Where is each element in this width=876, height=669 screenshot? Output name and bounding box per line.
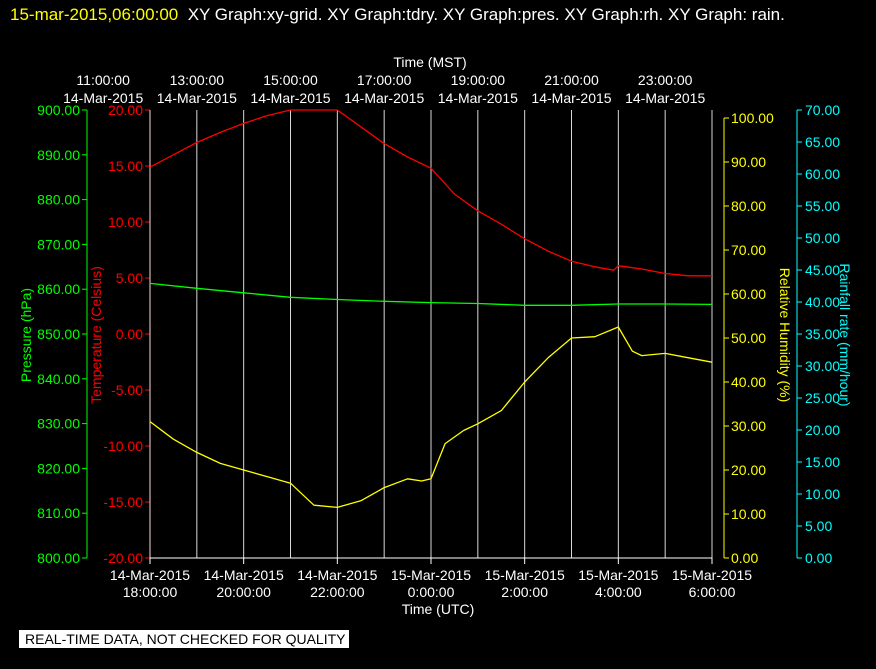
temperature-tick-label: 15.00	[108, 158, 143, 174]
pressure-tick-label: 890.00	[37, 147, 80, 163]
rain-tick-label: 70.00	[805, 102, 840, 118]
temperature-tick-label: 10.00	[108, 214, 143, 230]
humidity-tick-label: 50.00	[731, 330, 766, 346]
rain-tick-label: 20.00	[805, 422, 840, 438]
utc-tick-date: 14-Mar-2015	[204, 567, 284, 583]
humidity-tick-label: 20.00	[731, 462, 766, 478]
humidity-tick-label: 90.00	[731, 154, 766, 170]
utc-tick-time: 18:00:00	[123, 584, 178, 600]
humidity-tick-label: 60.00	[731, 286, 766, 302]
temperature-tick-label: -5.00	[111, 382, 143, 398]
temperature-tick-label: -20.00	[103, 550, 143, 566]
mst-tick-time: 11:00:00	[76, 72, 130, 88]
mst-tick-time: 23:00:00	[638, 72, 693, 88]
temperature-tick-label: 5.00	[116, 270, 143, 286]
mst-tick-date: 14-Mar-2015	[250, 90, 330, 106]
utc-tick-date: 15-Mar-2015	[578, 567, 658, 583]
pressure-tick-label: 820.00	[37, 460, 80, 476]
utc-tick-time: 4:00:00	[595, 584, 642, 600]
temperature-tick-label: -15.00	[103, 494, 143, 510]
mst-tick-time: 19:00:00	[451, 72, 506, 88]
humidity-tick-label: 80.00	[731, 198, 766, 214]
rain-tick-label: 30.00	[805, 358, 840, 374]
pressure-tick-label: 830.00	[37, 416, 80, 432]
utc-tick-time: 6:00:00	[689, 584, 736, 600]
utc-tick-date: 15-Mar-2015	[391, 567, 471, 583]
humidity-axis-label: Relative Humidity (%)	[777, 268, 793, 403]
pressure-axis-label: Pressure (hPa)	[18, 288, 34, 382]
temperature-tick-label: 0.00	[116, 326, 143, 342]
rain-tick-label: 35.00	[805, 326, 840, 342]
header-titles: XY Graph:xy-grid. XY Graph:tdry. XY Grap…	[187, 5, 785, 24]
pressure-tick-label: 880.00	[37, 192, 80, 208]
rain-tick-label: 55.00	[805, 198, 840, 214]
rainfall-axis-label: Rainfall rate (mm/hour)	[837, 263, 853, 406]
mst-tick-time: 17:00:00	[357, 72, 412, 88]
pressure-series-line	[149, 282, 713, 306]
mst-tick-date: 14-Mar-2015	[531, 90, 611, 106]
pressure-tick-label: 850.00	[37, 326, 80, 342]
pressure-tick-label: 800.00	[37, 550, 80, 566]
rain-tick-label: 45.00	[805, 262, 840, 278]
rain-tick-label: 15.00	[805, 454, 840, 470]
utc-tick-date: 15-Mar-2015	[672, 567, 752, 583]
rain-tick-label: 50.00	[805, 230, 840, 246]
graph-header: 15-mar-2015,06:00:00 XY Graph:xy-grid. X…	[10, 2, 860, 27]
humidity-tick-label: 10.00	[731, 506, 766, 522]
utc-tick-date: 14-Mar-2015	[297, 567, 377, 583]
mst-tick-date: 14-Mar-2015	[63, 90, 143, 106]
temperature-tick-label: -10.00	[103, 438, 143, 454]
utc-tick-time: 0:00:00	[408, 584, 455, 600]
mst-tick-date: 14-Mar-2015	[625, 90, 705, 106]
top-axis-title: Time (MST)	[393, 54, 466, 70]
pressure-tick-label: 860.00	[37, 281, 80, 297]
humidity-tick-label: 30.00	[731, 418, 766, 434]
mst-tick-date: 14-Mar-2015	[344, 90, 424, 106]
rain-tick-label: 65.00	[805, 134, 840, 150]
temperature-tick-label: 20.00	[108, 102, 143, 118]
rain-tick-label: 40.00	[805, 294, 840, 310]
rain-tick-label: 25.00	[805, 390, 840, 406]
pressure-tick-label: 840.00	[37, 371, 80, 387]
mst-tick-time: 13:00:00	[170, 72, 225, 88]
humidity-tick-label: 70.00	[731, 242, 766, 258]
utc-tick-date: 14-Mar-2015	[110, 567, 190, 583]
utc-tick-time: 20:00:00	[216, 584, 271, 600]
pressure-tick-label: 810.00	[37, 505, 80, 521]
rain-tick-label: 60.00	[805, 166, 840, 182]
temperature-series-line	[149, 109, 712, 277]
utc-tick-time: 22:00:00	[310, 584, 365, 600]
temperature-axis-label: Temperature (Celsius)	[88, 266, 104, 404]
bottom-axis-title: Time (UTC)	[402, 601, 475, 617]
pressure-tick-label: 870.00	[37, 236, 80, 252]
quality-warning-banner: REAL-TIME DATA, NOT CHECKED FOR QUALITY	[19, 630, 350, 648]
mst-tick-date: 14-Mar-2015	[157, 90, 237, 106]
utc-tick-date: 15-Mar-2015	[485, 567, 565, 583]
rain-tick-label: 10.00	[805, 486, 840, 502]
humidity-tick-label: 0.00	[731, 550, 758, 566]
header-timestamp: 15-mar-2015,06:00:00	[10, 5, 179, 24]
rain-tick-label: 5.00	[805, 518, 832, 534]
humidity-tick-label: 100.00	[731, 110, 774, 126]
mst-tick-time: 15:00:00	[263, 72, 318, 88]
humidity-tick-label: 40.00	[731, 374, 766, 390]
mst-tick-time: 21:00:00	[544, 72, 599, 88]
rain-tick-label: 0.00	[805, 550, 832, 566]
humidity-series-line	[149, 326, 713, 509]
mst-tick-date: 14-Mar-2015	[438, 90, 518, 106]
utc-tick-time: 2:00:00	[501, 584, 548, 600]
pressure-tick-label: 900.00	[37, 102, 80, 118]
